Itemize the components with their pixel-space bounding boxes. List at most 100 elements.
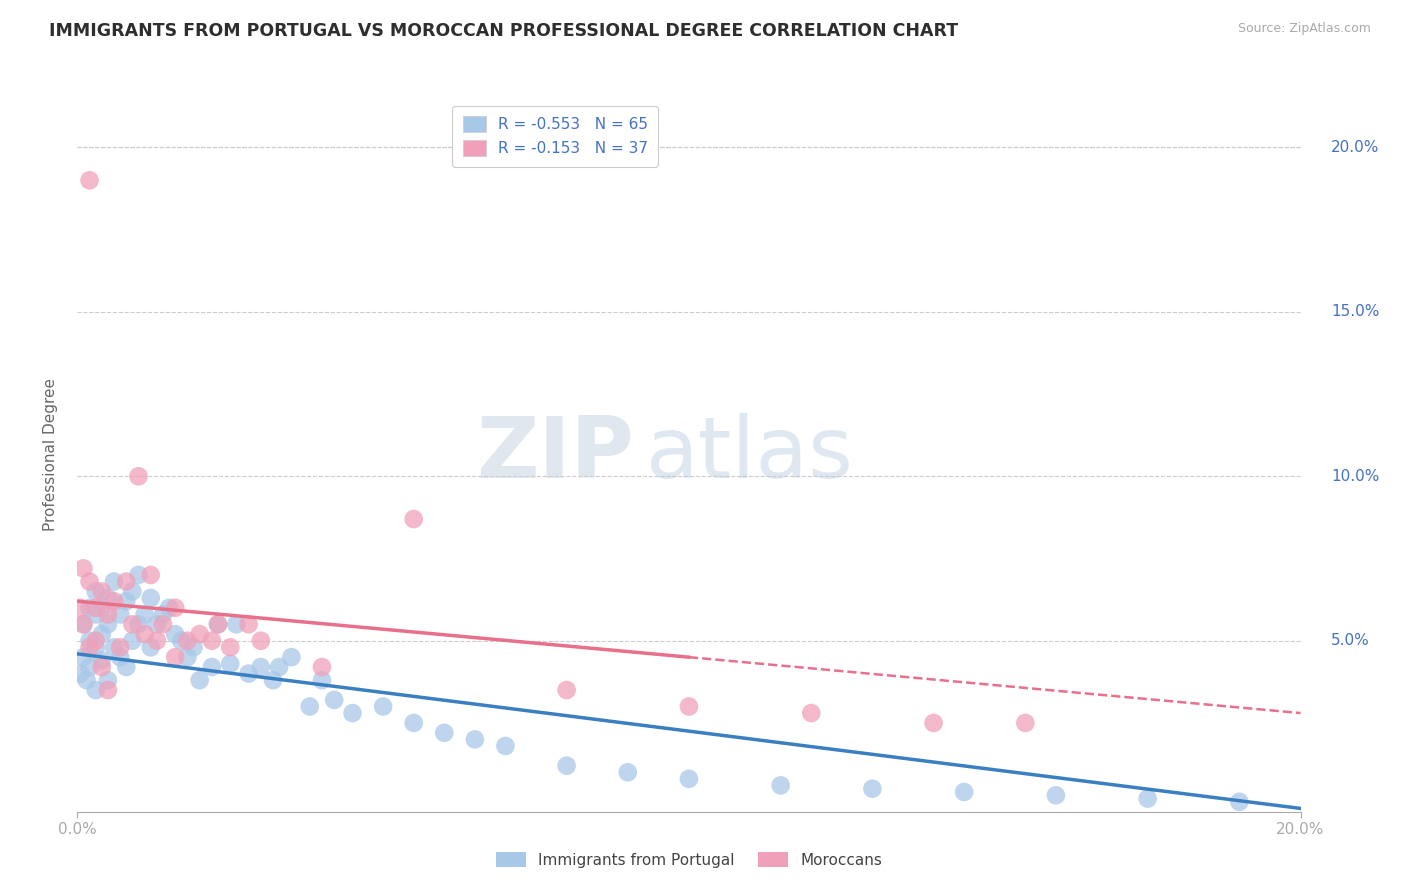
Point (84, 584, 107, 599)
Point (127, 617, 149, 632)
Point (342, 706, 364, 720)
Point (207, 617, 229, 632)
Point (170, 633, 193, 648)
Point (115, 594, 138, 608)
Point (1045, 789, 1067, 803)
Point (311, 673, 333, 688)
Point (115, 660, 138, 674)
Point (90, 660, 112, 674)
Point (134, 627, 156, 641)
Point (225, 617, 247, 632)
Point (72, 650, 94, 665)
Point (495, 739, 517, 753)
Point (79, 600, 101, 615)
Point (201, 633, 224, 648)
Point (219, 640, 242, 655)
Point (464, 732, 486, 747)
Point (769, 779, 792, 793)
Point (103, 574, 125, 589)
Point (922, 715, 945, 730)
Point (84, 633, 107, 648)
Point (678, 772, 700, 786)
Point (72, 617, 94, 632)
Text: atlas: atlas (647, 413, 853, 497)
Point (280, 650, 302, 665)
Point (97, 607, 120, 622)
Point (90, 653, 112, 667)
Point (862, 781, 884, 796)
Text: ZIP: ZIP (477, 413, 634, 497)
Point (84, 640, 107, 655)
Point (90, 600, 112, 615)
Point (678, 699, 700, 714)
Point (165, 627, 187, 641)
Point (165, 650, 187, 665)
Point (800, 706, 823, 720)
Point (139, 591, 162, 605)
Point (402, 715, 425, 730)
Point (238, 617, 260, 632)
Point (555, 758, 578, 772)
Point (69, 600, 91, 615)
Point (298, 699, 321, 714)
Point (72, 617, 94, 632)
Text: 10.0%: 10.0% (1331, 469, 1379, 483)
Point (90, 627, 112, 641)
Point (262, 673, 284, 688)
Text: 15.0%: 15.0% (1331, 304, 1379, 319)
Point (555, 683, 578, 698)
Point (97, 683, 120, 698)
Point (108, 607, 131, 622)
Point (108, 640, 131, 655)
Point (79, 660, 101, 674)
Point (79, 574, 101, 589)
Point (79, 640, 101, 655)
Point (84, 683, 107, 698)
Point (183, 640, 205, 655)
Point (1136, 791, 1159, 805)
Point (139, 640, 162, 655)
Point (157, 600, 180, 615)
Text: Professional Degree: Professional Degree (44, 378, 58, 532)
Point (76, 673, 98, 688)
Point (84, 607, 107, 622)
Point (250, 660, 273, 674)
Point (127, 568, 149, 582)
Point (1014, 715, 1036, 730)
Point (188, 627, 211, 641)
Point (371, 699, 394, 714)
Point (69, 666, 91, 681)
Point (311, 660, 333, 674)
Text: 20.0%: 20.0% (1331, 140, 1379, 155)
Point (97, 617, 120, 632)
Text: IMMIGRANTS FROM PORTUGAL VS MOROCCAN PROFESSIONAL DEGREE CORRELATION CHART: IMMIGRANTS FROM PORTUGAL VS MOROCCAN PRO… (49, 22, 959, 40)
Point (115, 574, 138, 589)
Text: 5.0%: 5.0% (1331, 633, 1369, 648)
Point (90, 584, 112, 599)
Point (127, 469, 149, 483)
Point (269, 660, 291, 674)
Point (1229, 795, 1251, 809)
Text: Source: ZipAtlas.com: Source: ZipAtlas.com (1237, 22, 1371, 36)
Point (72, 561, 94, 575)
Point (134, 607, 156, 622)
Point (97, 673, 120, 688)
Point (953, 785, 976, 799)
Point (79, 633, 101, 648)
Point (97, 591, 120, 605)
Point (165, 600, 187, 615)
Point (176, 650, 198, 665)
Point (250, 633, 273, 648)
Point (108, 650, 131, 665)
Point (139, 568, 162, 582)
Point (79, 173, 101, 187)
Point (103, 640, 125, 655)
Point (121, 584, 143, 599)
Point (103, 594, 125, 608)
Point (121, 633, 143, 648)
Point (84, 600, 107, 615)
Point (201, 660, 224, 674)
Point (617, 765, 640, 780)
Point (121, 617, 143, 632)
Point (152, 607, 174, 622)
